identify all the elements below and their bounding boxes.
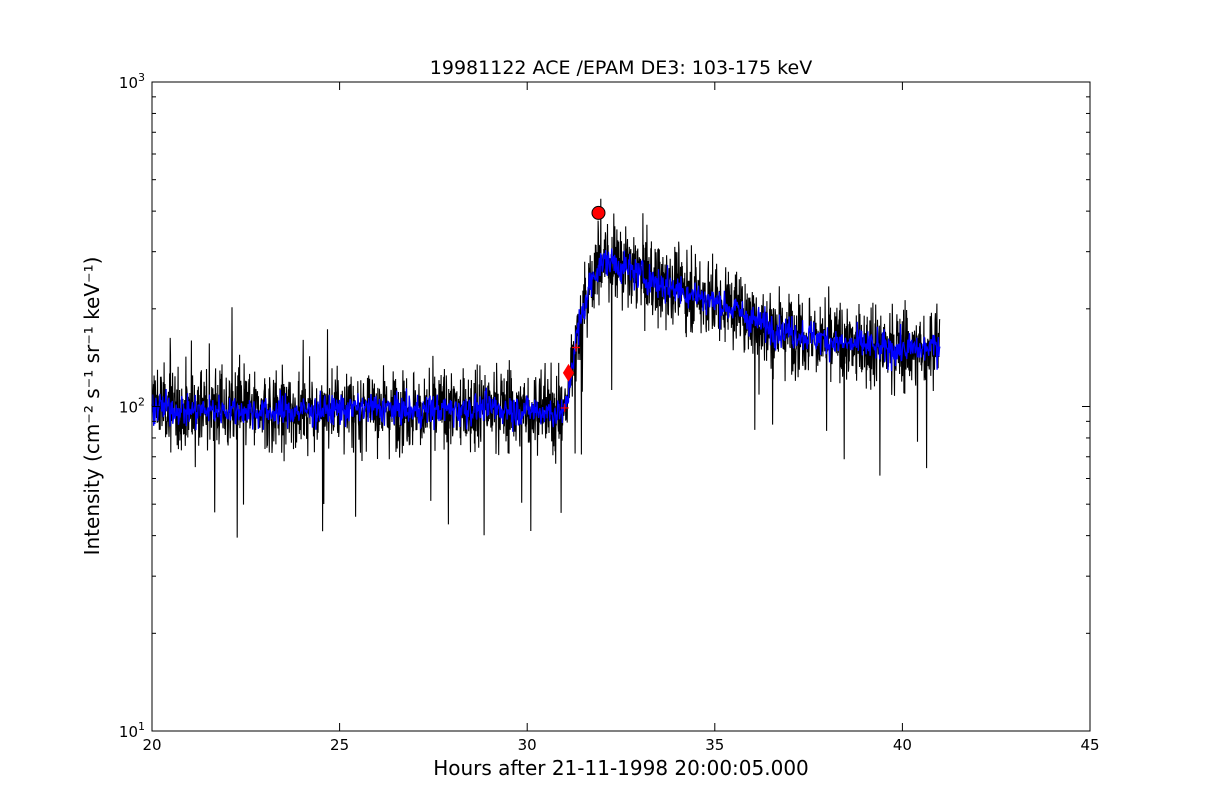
peak-marker — [591, 205, 606, 220]
smoothed-intensity-line — [151, 248, 941, 432]
plus-marker — [560, 403, 569, 412]
plus-marker — [571, 343, 580, 352]
raw-intensity-line — [151, 198, 941, 538]
y-tick-label: 101 — [119, 720, 145, 741]
y-tick-label: 103 — [119, 71, 145, 92]
x-tick-label: 20 — [142, 736, 161, 754]
x-tick-label: 25 — [330, 736, 349, 754]
x-tick-label: 30 — [518, 736, 537, 754]
x-tick-label: 45 — [1080, 736, 1099, 754]
x-tick-label: 35 — [705, 736, 724, 754]
chart-title: 19981122 ACE /EPAM DE3: 103-175 keV — [430, 57, 812, 79]
marker-layer — [560, 205, 606, 412]
x-axis-label: Hours after 21-11-1998 20:00:05.000 — [433, 756, 809, 780]
onset-marker — [562, 363, 575, 382]
y-tick-label: 102 — [119, 396, 145, 417]
tick-layer: 20 25 30 35 40 45 101 102 103 — [119, 71, 1100, 754]
series-layer — [151, 198, 941, 538]
x-tick-label: 40 — [893, 736, 912, 754]
y-axis-label: Intensity (cm⁻² s⁻¹ sr⁻¹ keV⁻¹) — [80, 257, 104, 556]
